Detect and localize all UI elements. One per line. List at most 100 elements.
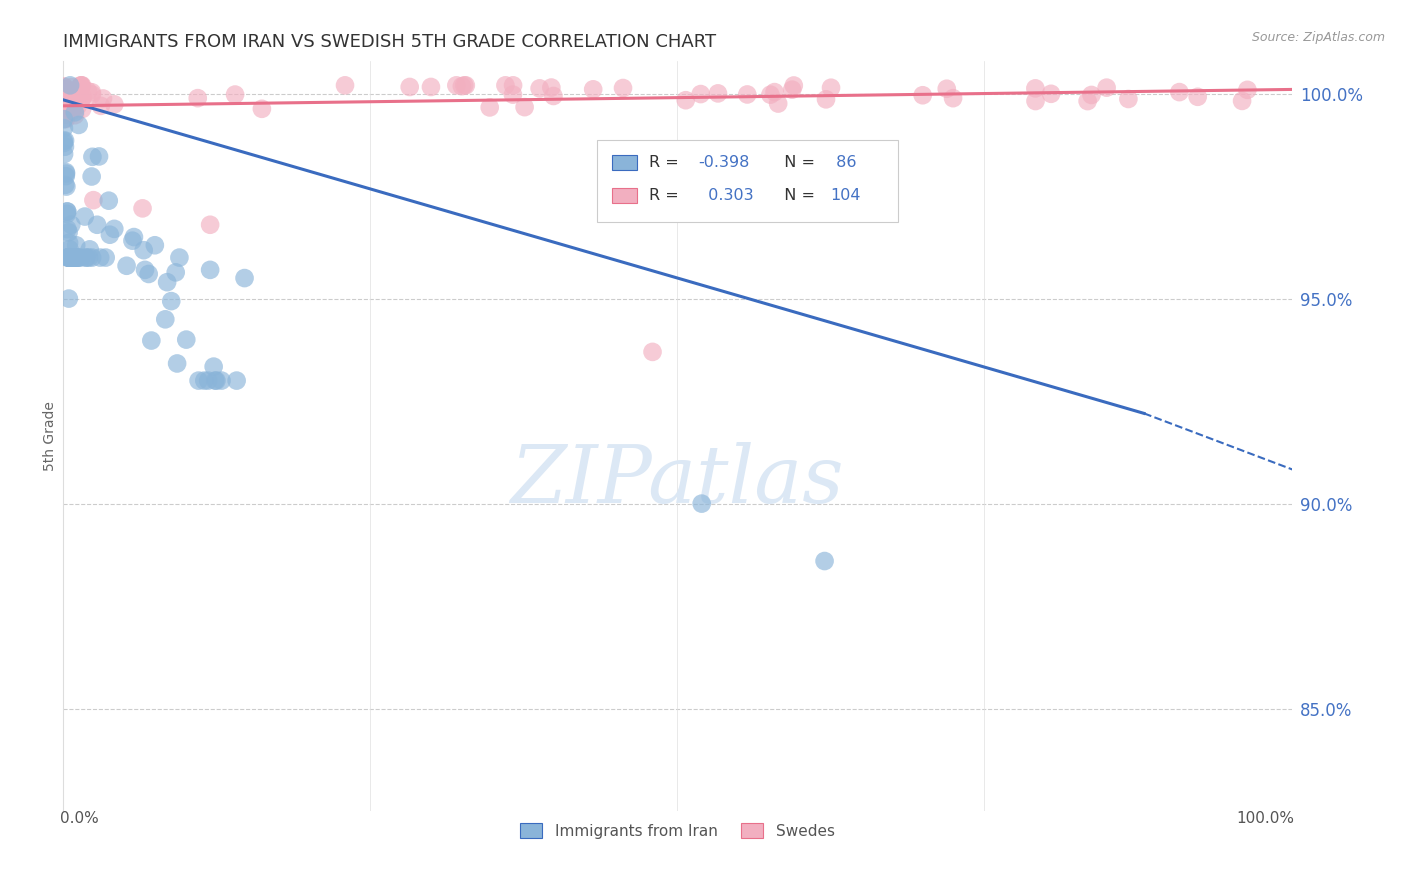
Point	[77, 251, 100, 265]
Text: ZIPatlas: ZIPatlas	[510, 442, 844, 520]
Point	[250, 102, 273, 116]
Text: R =: R =	[648, 154, 683, 169]
Point	[58, 251, 80, 265]
Point	[56, 204, 79, 219]
Point	[58, 251, 80, 265]
Point	[333, 78, 356, 93]
Point	[205, 374, 228, 388]
Point	[122, 230, 145, 244]
Point	[66, 98, 89, 112]
Point	[55, 108, 77, 122]
Point	[70, 78, 93, 93]
Point	[138, 267, 160, 281]
Point	[53, 93, 76, 107]
Point	[80, 85, 103, 99]
Point	[66, 251, 89, 265]
Point	[86, 218, 108, 232]
Point	[1024, 81, 1046, 95]
Point	[513, 100, 536, 114]
Point	[82, 150, 104, 164]
Point	[94, 251, 117, 265]
Point	[53, 139, 76, 153]
Y-axis label: 5th Grade: 5th Grade	[44, 401, 58, 471]
Point	[75, 251, 97, 265]
Point	[70, 78, 93, 93]
Point	[67, 251, 90, 265]
Point	[759, 87, 782, 102]
Point	[134, 263, 156, 277]
Point	[52, 80, 75, 95]
Point	[121, 234, 143, 248]
Point	[1230, 94, 1253, 108]
Point	[56, 207, 79, 221]
Point	[52, 121, 75, 136]
Point	[60, 80, 83, 95]
Point	[156, 275, 179, 289]
Text: 0.0%: 0.0%	[60, 811, 98, 826]
Point	[420, 79, 443, 94]
Point	[1040, 87, 1063, 101]
Text: N =: N =	[775, 154, 820, 169]
Point	[58, 251, 80, 265]
Point	[766, 96, 789, 111]
Point	[494, 78, 516, 93]
Point	[60, 218, 83, 232]
Point	[58, 242, 80, 256]
Point	[59, 84, 82, 98]
Point	[58, 292, 80, 306]
Point	[911, 88, 934, 103]
Point	[59, 78, 82, 93]
Point	[1095, 80, 1118, 95]
Point	[65, 251, 87, 265]
Point	[82, 193, 104, 207]
Point	[55, 169, 77, 183]
Point	[225, 374, 247, 388]
Point	[935, 81, 957, 95]
Point	[52, 95, 75, 109]
Point	[197, 374, 219, 388]
Point	[202, 359, 225, 374]
Point	[735, 87, 758, 102]
Text: Source: ZipAtlas.com: Source: ZipAtlas.com	[1251, 31, 1385, 45]
Point	[59, 100, 82, 114]
Point	[198, 263, 221, 277]
Point	[187, 374, 209, 388]
Point	[52, 112, 75, 127]
Point	[89, 251, 111, 265]
Point	[58, 225, 80, 239]
Point	[70, 93, 93, 107]
Text: -0.398: -0.398	[697, 154, 749, 169]
Point	[143, 238, 166, 252]
Point	[398, 79, 420, 94]
Point	[53, 178, 76, 192]
Bar	[612, 188, 637, 203]
Point	[55, 112, 77, 126]
Point	[814, 92, 837, 106]
Point	[72, 90, 94, 104]
Point	[165, 265, 187, 279]
Point	[90, 99, 112, 113]
Point	[1080, 87, 1102, 102]
Point	[540, 80, 562, 95]
Point	[58, 251, 80, 265]
Point	[233, 271, 256, 285]
Point	[53, 134, 76, 148]
Text: 0.303: 0.303	[697, 188, 754, 203]
Point	[63, 108, 86, 122]
Point	[1236, 83, 1258, 97]
Point	[204, 374, 226, 388]
Point	[166, 356, 188, 370]
Point	[59, 100, 82, 114]
Point	[52, 89, 75, 103]
Legend: Immigrants from Iran, Swedes: Immigrants from Iran, Swedes	[513, 816, 841, 845]
Point	[63, 251, 86, 265]
Point	[62, 251, 84, 265]
Point	[60, 100, 83, 114]
Point	[131, 202, 153, 216]
Point	[612, 81, 634, 95]
Point	[59, 95, 82, 110]
Point	[87, 149, 110, 163]
Point	[58, 85, 80, 99]
Point	[70, 78, 93, 93]
Text: 100.0%: 100.0%	[1236, 811, 1294, 826]
